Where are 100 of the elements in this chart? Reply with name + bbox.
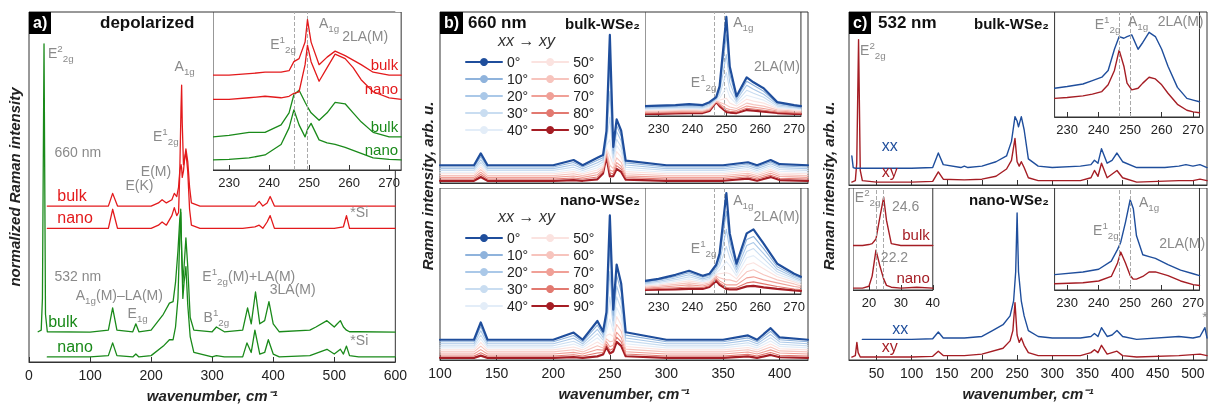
legend-label: 60° (573, 247, 595, 263)
x-tick-label: 270 (1182, 122, 1205, 137)
x-tick-label: 230 (647, 299, 670, 314)
y-axis-title: Raman intensity, arb. u. (819, 101, 837, 271)
x-tick-label: 250 (1119, 122, 1142, 137)
x-tick-label: 230 (218, 175, 240, 190)
x-tick-label: 100 (899, 365, 924, 381)
x-tick-label: 260 (1150, 295, 1173, 310)
x-tick-label: 100 (428, 365, 452, 381)
annotation: A$_{1g}$ (174, 58, 195, 77)
series-label: xy (881, 338, 898, 357)
annotation: A$_{1g}$ (733, 192, 754, 211)
x-tick-label: 500 (1181, 365, 1205, 381)
legend-label: 90° (573, 122, 595, 138)
x-axis-title: wavenumber, cm⁻¹ (146, 387, 278, 404)
text: bulk-WSe₂ (974, 15, 1049, 32)
legend-label: 90° (573, 298, 595, 314)
annotation: 532 nm (54, 268, 102, 285)
x-tick-label: 150 (484, 365, 509, 381)
chart-subtitle: 532 nm (878, 13, 937, 33)
x-tick-label: 600 (383, 367, 408, 383)
x-tick-label: 300 (200, 367, 225, 383)
annotation: *Si (350, 331, 369, 348)
annotation: A$_{1g}$ (318, 14, 340, 34)
x-tick-label: 350 (711, 365, 735, 381)
x-tick-label: 240 (258, 175, 280, 190)
x-tick-label: 250 (1119, 295, 1142, 310)
x-axis-title: wavenumber, cm⁻¹ (962, 385, 1094, 402)
x-tick-label: 500 (322, 367, 347, 383)
series-label: xx (881, 136, 898, 155)
series-label: nano (57, 337, 93, 356)
legend-label: 40° (507, 298, 529, 314)
legend-label: 20° (507, 264, 529, 280)
x-tick-label: 260 (338, 175, 360, 190)
x-tick-label: 240 (1087, 295, 1110, 310)
x-tick-label: 400 (768, 365, 792, 381)
x-tick-label: 100 (78, 367, 102, 383)
x-tick-label: 300 (654, 365, 679, 381)
legend-title: xx → xy (498, 208, 555, 226)
annotation: E(M) (140, 163, 172, 180)
legend-label: 70° (573, 88, 595, 104)
x-tick-label: 0 (25, 367, 34, 383)
x-tick-label: 260 (1150, 122, 1173, 137)
annotation: A$_{1g}$ (1138, 194, 1160, 214)
chart-subtitle: 660 nm (468, 13, 527, 33)
series-label: bulk (57, 187, 87, 206)
annotation: * (1202, 309, 1208, 326)
x-tick-label: 150 (935, 365, 959, 381)
x-tick-label: 250 (298, 175, 320, 190)
chart-title: b) (440, 12, 464, 34)
series-label: xx (892, 320, 909, 339)
annotation: 2LA(M) (753, 58, 800, 75)
x-tick-label: 200 (970, 365, 994, 381)
series-label: bulk (902, 226, 930, 244)
x-tick-label: 250 (715, 121, 738, 136)
annotation: A$_{1g}$(M)–LA(M) (75, 287, 163, 306)
legend-label: 60° (573, 71, 595, 87)
x-axis-title: wavenumber, cm⁻¹ (558, 385, 690, 402)
x-tick-label: 240 (1087, 122, 1110, 137)
x-tick-label: 450 (1146, 365, 1170, 381)
annotation: 660 nm (54, 144, 102, 160)
x-tick-label: 230 (1056, 122, 1079, 137)
series-label: bulk (48, 312, 78, 331)
legend-label: 10° (507, 71, 529, 87)
y-axis-title: normalized Raman intensity (5, 87, 23, 287)
x-tick-label: 250 (715, 299, 738, 314)
x-tick-label: 20 (861, 295, 877, 310)
chart-subtitle: depolarized (100, 13, 195, 33)
series-label: bulk (370, 56, 399, 74)
legend-label: 80° (573, 281, 595, 297)
legend-label: 0° (507, 54, 521, 70)
annotation: 24.6 (892, 197, 920, 214)
annotation: 22.2 (880, 248, 909, 265)
chart-title: c) (849, 12, 872, 34)
x-tick-label: 270 (783, 299, 806, 314)
x-tick-label: 400 (261, 367, 286, 383)
text: A$_{1g}$ (1127, 13, 1149, 33)
x-tick-label: 30 (893, 295, 909, 310)
legend-label: 30° (507, 105, 529, 121)
annotation: 2LA(M) (753, 208, 800, 225)
x-tick-label: 50 (868, 365, 885, 381)
x-tick-label: 230 (647, 121, 670, 136)
x-tick-label: 400 (1110, 365, 1135, 381)
annotation: *Si (350, 204, 369, 221)
annotation: A$_{1g}$ (733, 13, 754, 33)
y-axis-title: Raman intensity, arb. u. (418, 101, 436, 271)
x-tick-label: 260 (749, 121, 772, 136)
text: nano-WSe₂ (560, 191, 640, 208)
x-tick-label: 350 (1075, 365, 1100, 381)
x-tick-label: 240 (681, 299, 704, 314)
legend-label: 10° (507, 247, 529, 263)
text: nano-WSe₂ (969, 191, 1049, 208)
x-tick-label: 200 (541, 365, 566, 381)
x-tick-label: 40 (925, 295, 940, 310)
x-tick-label: 230 (1056, 295, 1079, 310)
x-tick-label: 260 (749, 299, 772, 314)
x-tick-label: 270 (783, 121, 806, 136)
legend-title: xx → xy (498, 32, 555, 50)
chart-title: a) (29, 12, 52, 34)
annotation: 2LA(M) (342, 28, 389, 45)
